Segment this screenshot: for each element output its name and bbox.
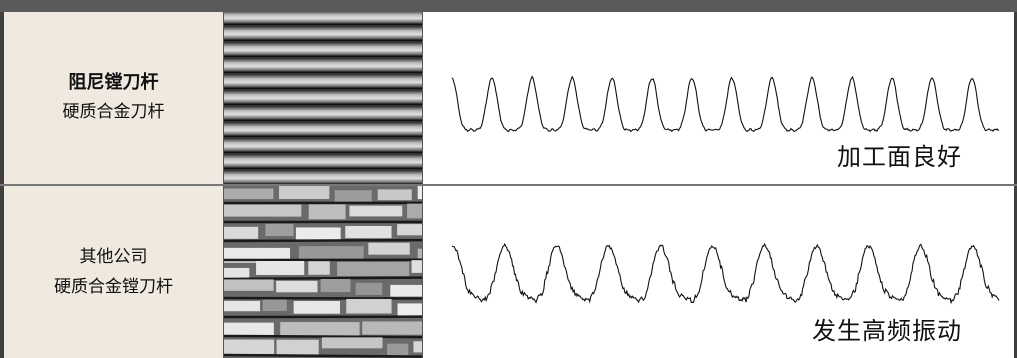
result-caption: 加工面良好 — [837, 143, 962, 171]
product-material: 硬质合金刀杆 — [62, 102, 165, 122]
company-name: 其他公司 — [79, 247, 148, 267]
row-damped-boring-bar: 阻尼镗刀杆 硬质合金刀杆 加工面良好 — [0, 12, 1017, 184]
row-label-cell: 阻尼镗刀杆 硬质合金刀杆 — [4, 12, 223, 184]
row-label-cell: 其他公司 硬质合金镗刀杆 — [4, 186, 223, 358]
row-other-company-bar: 其他公司 硬质合金镗刀杆 发生高频振动 — [0, 186, 1017, 358]
row-divider — [0, 184, 1017, 186]
waveform-line — [451, 242, 1000, 305]
result-caption: 发生高频振动 — [812, 317, 962, 345]
header-bar — [0, 0, 1017, 12]
vibration-waveform-cell: 加工面良好 — [424, 12, 1014, 184]
waveform-line — [451, 75, 1000, 133]
vibration-waveform-cell: 发生高频振动 — [424, 186, 1014, 358]
surface-photo-smooth — [223, 12, 423, 184]
surface-photo-rough — [223, 186, 423, 358]
product-name: 阻尼镗刀杆 — [68, 72, 159, 93]
product-material: 硬质合金镗刀杆 — [54, 277, 173, 297]
